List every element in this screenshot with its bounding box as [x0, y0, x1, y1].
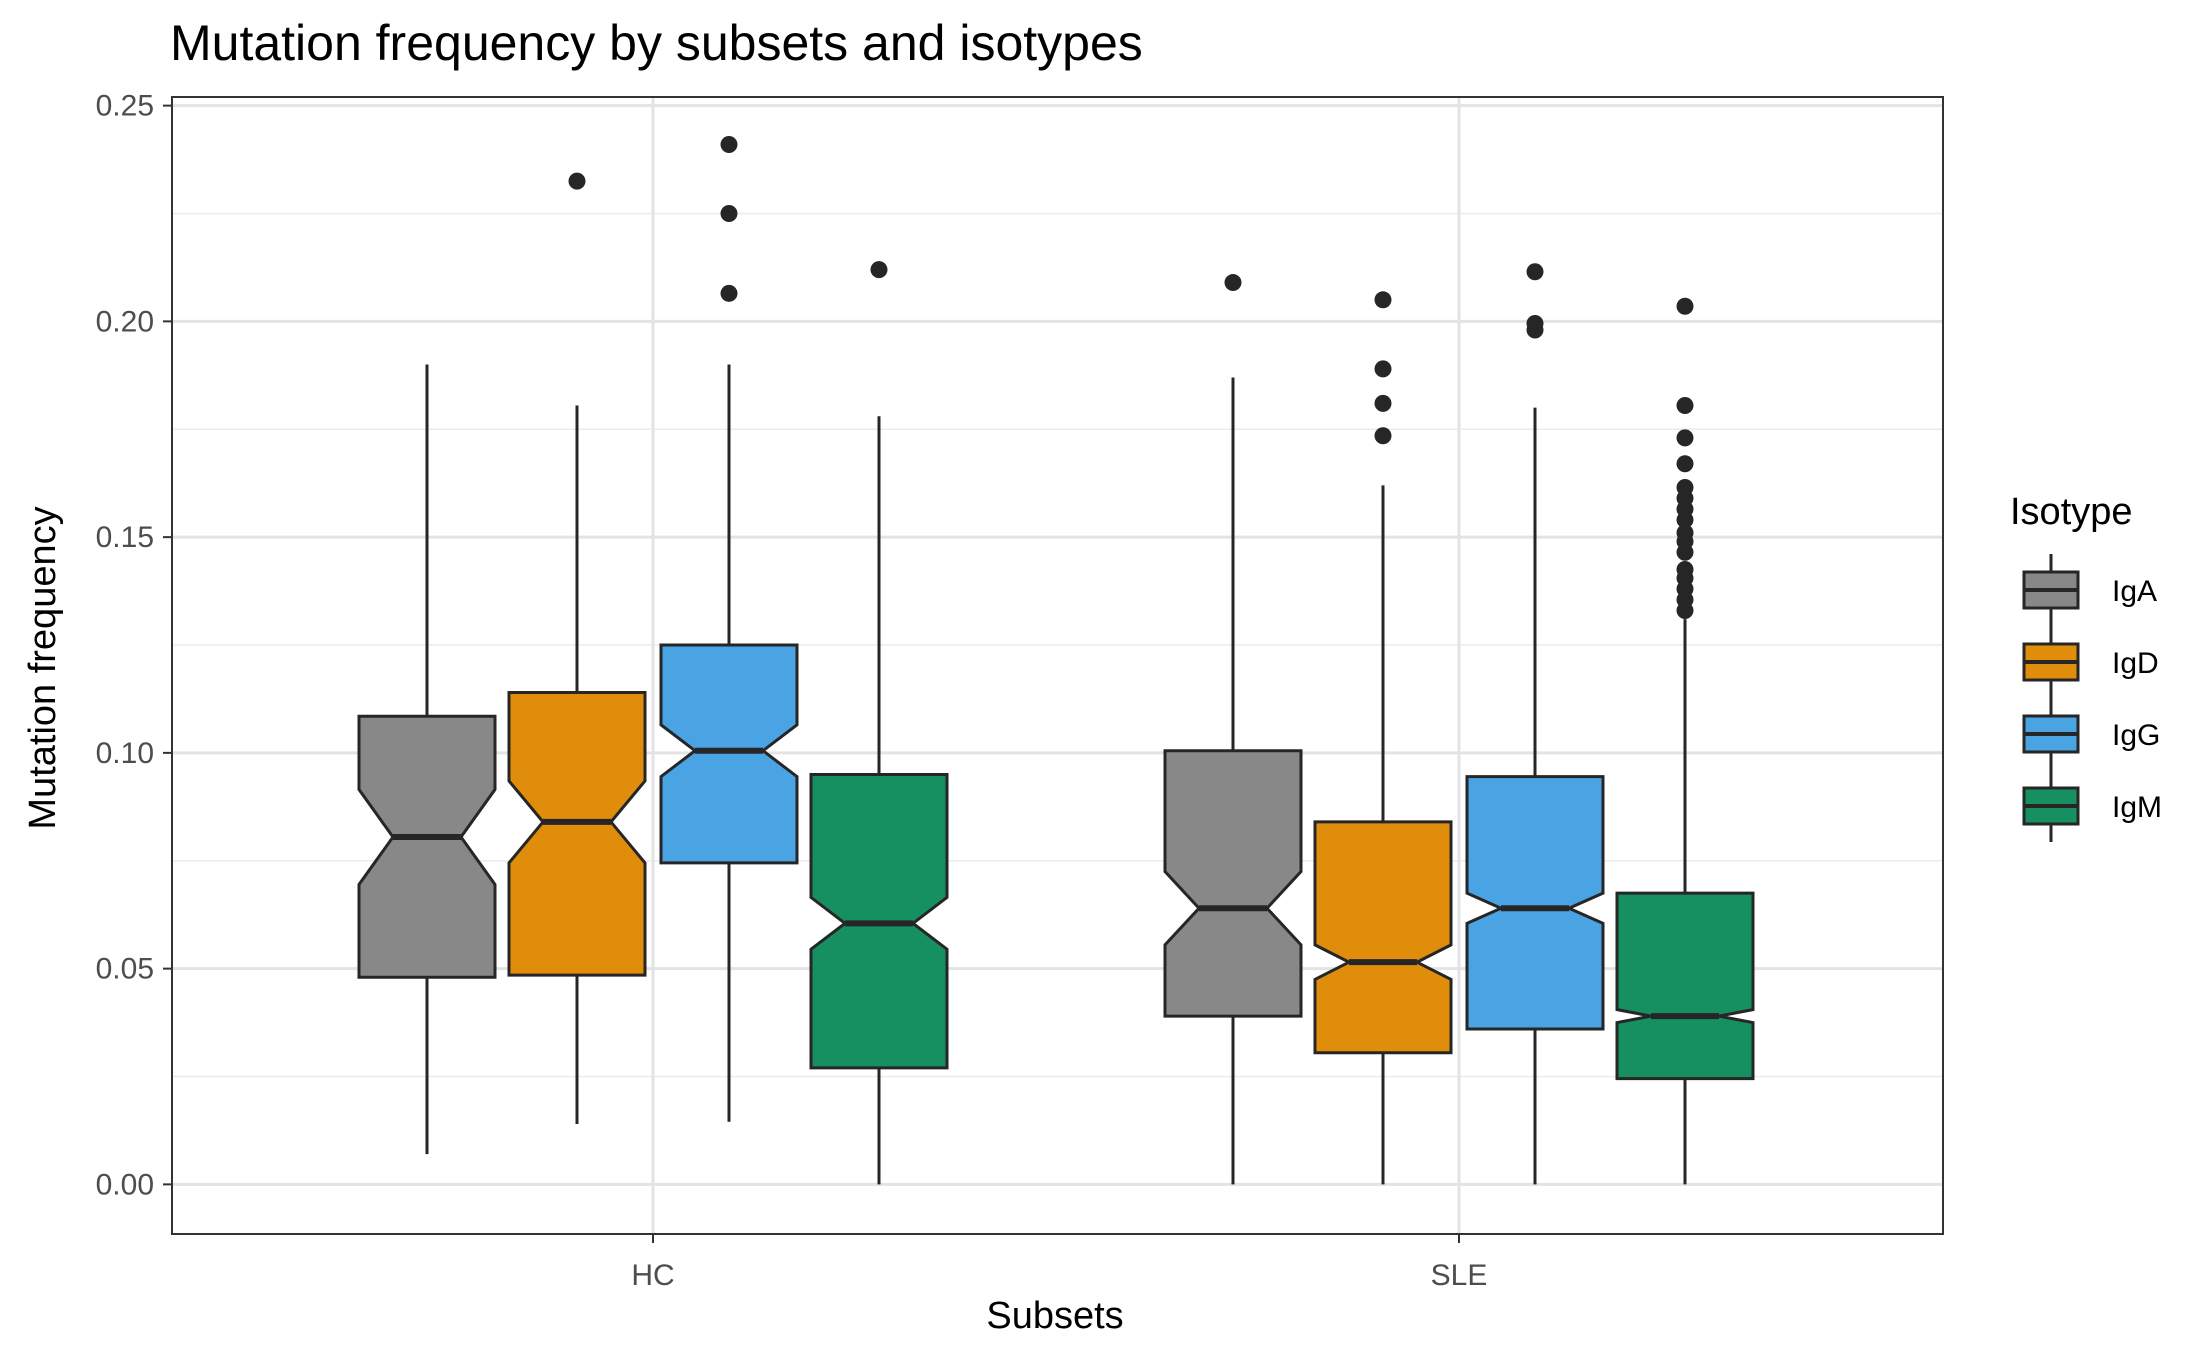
legend-label: IgD	[2112, 647, 2159, 680]
outlier-point	[1374, 427, 1392, 445]
x-axis-title: Subsets	[986, 1295, 1123, 1337]
box-body	[659, 643, 799, 865]
x-tick-label: HC	[631, 1259, 674, 1292]
outlier-point	[1676, 455, 1694, 473]
outlier-point	[1676, 543, 1694, 561]
outlier-point	[1676, 511, 1694, 529]
outlier-point	[720, 135, 738, 153]
box-IgA-SLE	[1163, 274, 1303, 1185]
box-IgG-HC	[659, 135, 799, 1122]
legend-label: IgA	[2112, 575, 2157, 608]
box-body	[1465, 775, 1605, 1031]
outlier-point	[1374, 360, 1392, 378]
legend-label: IgM	[2112, 791, 2162, 824]
x-axis: HC SLE	[631, 1234, 1487, 1292]
y-tick-label: 0.25	[96, 90, 154, 123]
box-body	[507, 690, 647, 977]
legend-item-IgM: IgM	[2018, 770, 2162, 842]
box-IgA-HC	[357, 364, 497, 1155]
legend-item-IgA: IgA	[2018, 554, 2157, 626]
outlier-point	[1676, 429, 1694, 447]
legend-item-IgG: IgG	[2018, 698, 2160, 770]
legend-item-IgD: IgD	[2018, 626, 2159, 698]
y-axis-title: Mutation frequency	[22, 506, 64, 829]
legend: Isotype IgA IgD IgG IgM	[2010, 491, 2162, 842]
box-IgM-HC	[809, 261, 949, 1185]
outlier-point	[1374, 394, 1392, 412]
outlier-point	[1374, 291, 1392, 309]
y-tick-label: 0.15	[96, 521, 154, 554]
x-tick-label: SLE	[1431, 1259, 1488, 1292]
box-IgM-SLE	[1615, 297, 1755, 1185]
panel-border	[171, 96, 1944, 1235]
box-IgD-HC	[507, 172, 647, 1124]
y-tick-label: 0.20	[96, 305, 154, 338]
outlier-point	[870, 261, 888, 279]
chart-title: Mutation frequency by subsets and isotyp…	[170, 15, 1143, 71]
outlier-point	[1526, 321, 1544, 339]
box-body	[1313, 820, 1453, 1055]
box-body	[1615, 891, 1755, 1081]
box-IgD-SLE	[1313, 291, 1453, 1185]
outlier-point	[720, 284, 738, 302]
y-tick-label: 0.00	[96, 1168, 154, 1201]
outlier-point	[1224, 274, 1242, 292]
box-IgG-SLE	[1465, 263, 1605, 1185]
y-axis: 0.00 0.05 0.10 0.15 0.20 0.25	[96, 90, 172, 1201]
outlier-point	[1676, 601, 1694, 619]
outlier-point	[568, 172, 586, 190]
outlier-point	[720, 205, 738, 223]
box-body	[357, 714, 497, 979]
y-tick-label: 0.05	[96, 953, 154, 986]
y-tick-label: 0.10	[96, 737, 154, 770]
plot-panel	[171, 96, 1944, 1235]
outlier-point	[1676, 397, 1694, 415]
outlier-point	[1526, 263, 1544, 281]
legend-label: IgG	[2112, 719, 2160, 752]
outlier-point	[1676, 297, 1694, 315]
box-body	[1163, 749, 1303, 1018]
legend-title: Isotype	[2010, 491, 2133, 533]
